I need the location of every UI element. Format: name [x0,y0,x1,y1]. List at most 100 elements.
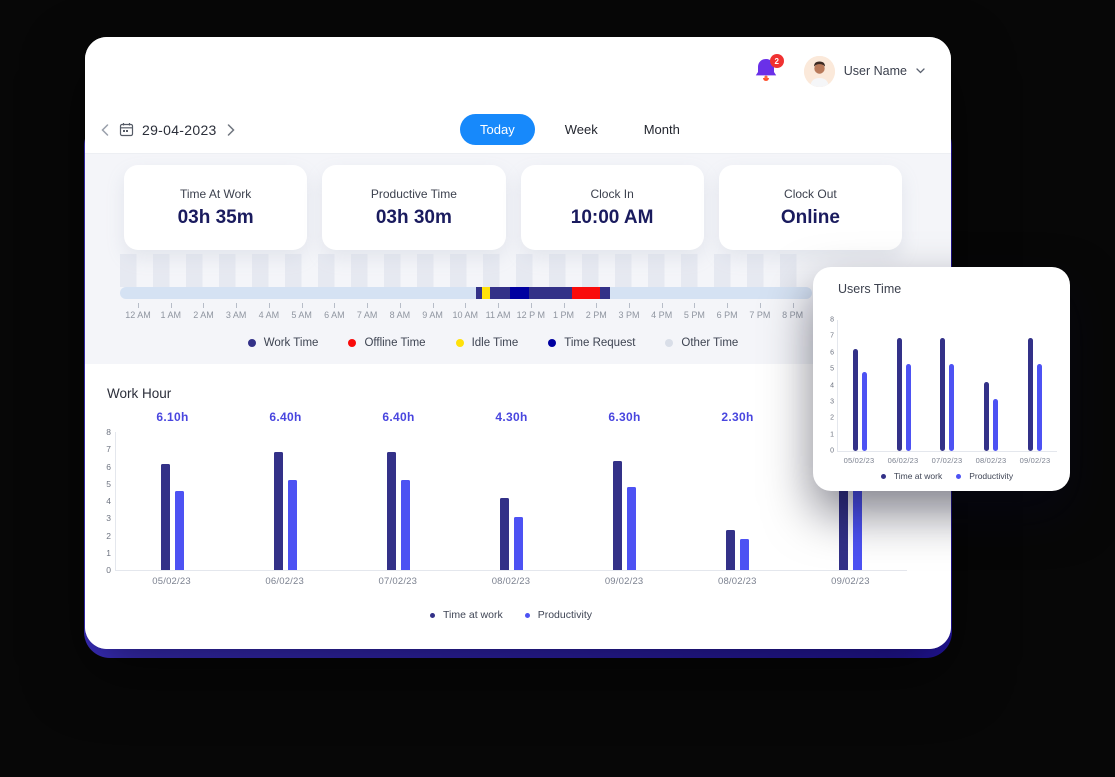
bar-time-at-work [274,451,283,570]
stat-label: Productive Time [370,186,457,201]
y-axis-tick: 4 [830,382,834,389]
y-axis-tick: 3 [830,398,834,406]
bar-value-label: 6.40h [269,410,302,424]
timeline-legend-item: Work Time [247,337,319,349]
bar-time-at-work [852,349,858,451]
bar-time-at-work [161,463,170,570]
x-axis-label: 07/02/23 [378,576,418,587]
hour-label: 7 PM [749,310,771,320]
hour-label: 10 AM [452,310,479,320]
work-hour-title: Work Hour [107,386,172,401]
dashboard-card: 2 User Name [85,37,951,649]
hour-tick [301,303,303,308]
bar-group [794,432,907,570]
timeline-segment-work [528,287,572,299]
hour-tick [203,303,205,308]
bar-pair [984,320,999,451]
bar-value-label: 2.30h [721,410,754,424]
date-navigation: 29-04-2023 [99,105,237,154]
user-menu[interactable]: User Name [803,55,925,87]
hour-tick [334,303,336,308]
y-axis-tick: 6 [830,349,834,357]
timeline-segment-request [510,287,529,299]
x-axis-label: 05/02/23 [843,456,875,465]
hour-tick [170,303,172,308]
bar-value-label: 4.30h [495,410,528,424]
bar-productivity [861,372,867,451]
timeline-legend-item: Idle Time [455,337,519,349]
legend-dot-icon [348,339,357,347]
next-date-button[interactable] [225,122,237,138]
x-axis-label: 09/02/23 [831,576,870,587]
hour-tick [137,303,139,308]
chart-plot-area: 0 1 2 3 4 5 6 7 8 6.10h 6.40h 6.40h 4.30h 6.30h 2.30h [106,410,907,575]
hour-tick [661,303,663,308]
stat-value: Online [780,206,840,228]
bar-pair [852,320,867,451]
calendar-icon[interactable] [119,122,134,137]
tab-today[interactable]: Today [460,114,535,145]
chart-legend: Time at work Productivity [837,471,1057,481]
legend-dot-icon [524,612,530,618]
day-timeline-track[interactable] [120,287,812,299]
bar-productivity [853,478,862,570]
hour-label: 4 PM [651,310,673,320]
legend-label: Work Time [263,337,319,349]
legend-label: Idle Time [471,337,519,349]
selected-date[interactable]: 29-04-2023 [142,121,217,138]
hour-tick [236,303,238,308]
y-axis-tick: 1 [106,547,111,558]
timeline-segment-work [490,287,511,299]
bar-group: 6.40h [229,410,342,570]
stat-value: 03h 35m [177,206,254,228]
chart-legend-item: Productivity [524,609,592,621]
stat-card-time-at-work: Time At Work 03h 35m [124,165,308,250]
y-axis-tick: 4 [106,496,111,506]
legend-label: Productivity [969,471,1014,481]
hour-tick [759,303,761,308]
hour-label: 3 PM [618,310,640,320]
y-axis-tick: 8 [830,316,834,324]
top-header: 2 User Name [85,37,951,105]
notifications-button[interactable]: 2 [754,54,784,85]
chevron-down-icon [916,68,925,74]
bar-productivity [514,516,523,570]
legend-dot-icon [548,339,557,347]
bar-value-label: 6.30h [608,410,641,424]
y-axis-tick: 2 [830,414,834,422]
bar-productivity [288,480,297,570]
hour-label: 8 PM [782,310,804,320]
hour-tick [432,303,434,308]
stat-card-productive-time: Productive Time 03h 30m [322,165,506,250]
timeline-segment-work [600,287,610,299]
tab-month[interactable]: Month [628,114,696,145]
y-axis-tick: 8 [106,427,111,437]
bar-time-at-work [984,382,990,451]
hour-label: 8 AM [389,310,411,320]
bar-group [882,320,926,451]
hour-tick [367,303,369,308]
bar-productivity [993,398,999,451]
bar-productivity [175,490,184,570]
y-axis-tick: 1 [830,431,834,439]
hour-label: 3 AM [225,310,247,320]
avatar [803,55,835,87]
tab-week[interactable]: Week [549,114,614,145]
bar-pair [500,432,523,570]
stat-value: 10:00 AM [570,206,654,228]
bar-pair [387,432,410,570]
hour-tick [694,303,696,308]
legend-dot-icon [455,339,464,347]
prev-date-button[interactable] [99,122,111,138]
bar-productivity [949,364,955,451]
chart-legend: Time at work Productivity [115,609,907,621]
y-axis-tick: 0 [830,447,834,455]
legend-label: Time Request [564,337,636,349]
stat-label: Clock Out [784,186,837,201]
bar-time-at-work [839,451,848,570]
bar-group [926,320,970,451]
bar-time-at-work [940,338,946,451]
legend-dot-icon [665,339,674,347]
x-axis-label: 08/02/23 [717,576,757,587]
bar-pair [1028,320,1043,451]
